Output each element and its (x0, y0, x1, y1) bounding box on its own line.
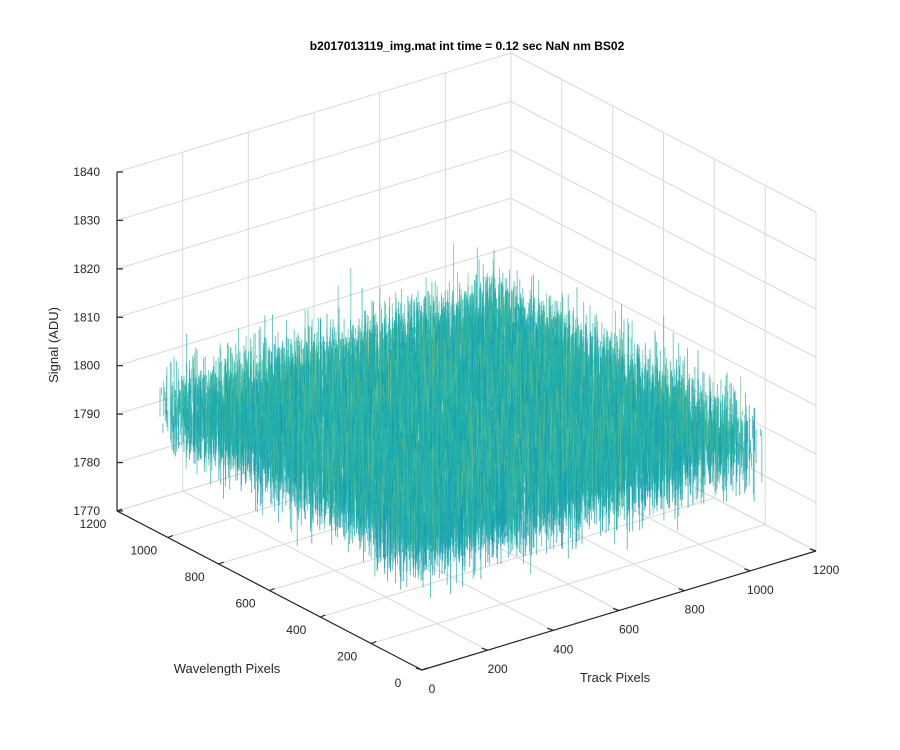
grid-line-y-floor (371, 524, 766, 644)
surface-spikes (159, 242, 763, 598)
x-tick-mark (744, 568, 751, 572)
grid-line-y-floor (320, 497, 715, 618)
grid-line-z-back (116, 52, 512, 173)
y-tick-mark (218, 561, 224, 565)
grid-line-z-side (510, 100, 817, 261)
grid-line-z-back (116, 197, 512, 318)
grid-line-z-side (510, 149, 817, 310)
x-tick-mark (809, 548, 817, 552)
y-tick-mark (167, 534, 174, 539)
grid-line-z-side (510, 52, 817, 213)
grid-line-z-side (510, 197, 817, 358)
x-tick-mark (612, 607, 620, 612)
y-tick-mark (269, 587, 275, 592)
grid-line-z-back (116, 149, 512, 270)
axes (116, 171, 817, 671)
x-tick-mark (678, 588, 685, 592)
grid-line-z-back (116, 100, 512, 221)
x-tick-mark (415, 667, 423, 671)
y-tick-mark (421, 667, 428, 671)
grid-line-z-back (116, 246, 512, 367)
x-tick-mark (547, 627, 554, 631)
y-tick-mark (370, 640, 377, 645)
y-tick-mark (320, 614, 326, 618)
x-tick-mark (481, 647, 488, 651)
